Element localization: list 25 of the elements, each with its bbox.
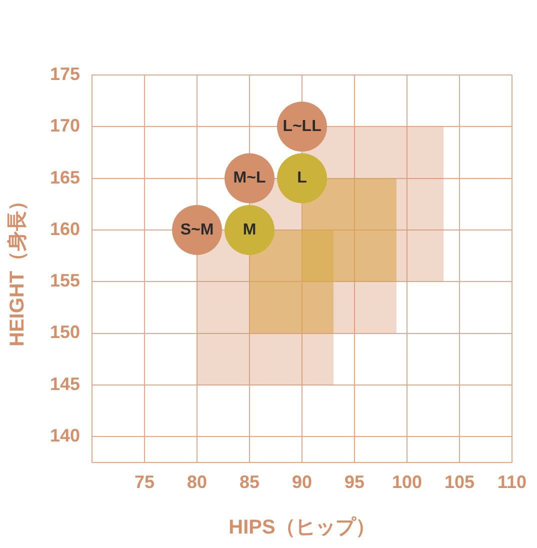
x-tick-label: 75 <box>134 472 155 492</box>
x-tick-label: 110 <box>497 472 527 492</box>
y-tick-label: 145 <box>50 374 80 394</box>
y-tick-label: 150 <box>50 322 80 342</box>
annotation: M~L <box>233 170 266 187</box>
x-tick-label: 95 <box>344 472 365 492</box>
x-tick-label: 100 <box>392 472 422 492</box>
y-tick-label: 170 <box>50 116 80 136</box>
x-tick-label: 80 <box>187 472 208 492</box>
annotation: S~M <box>180 221 214 238</box>
x-tick-label: 85 <box>240 472 260 492</box>
x-tick-label: 105 <box>444 472 475 492</box>
y-tick-label: 155 <box>50 270 80 291</box>
annotation: M <box>242 221 256 238</box>
y-tick-label: 175 <box>50 64 80 84</box>
y-axis-title: HEIGHT（身長） <box>6 190 29 346</box>
x-axis-title: HIPS（ヒップ） <box>228 516 376 539</box>
y-tick-label: 160 <box>50 218 80 239</box>
x-tick-label: 90 <box>292 472 312 492</box>
annotation: L <box>297 170 308 187</box>
y-tick-label: 165 <box>50 167 80 188</box>
annotation: L~LL <box>282 118 322 136</box>
point <box>224 204 275 255</box>
y-tick-label: 140 <box>50 426 80 446</box>
point <box>277 153 328 204</box>
